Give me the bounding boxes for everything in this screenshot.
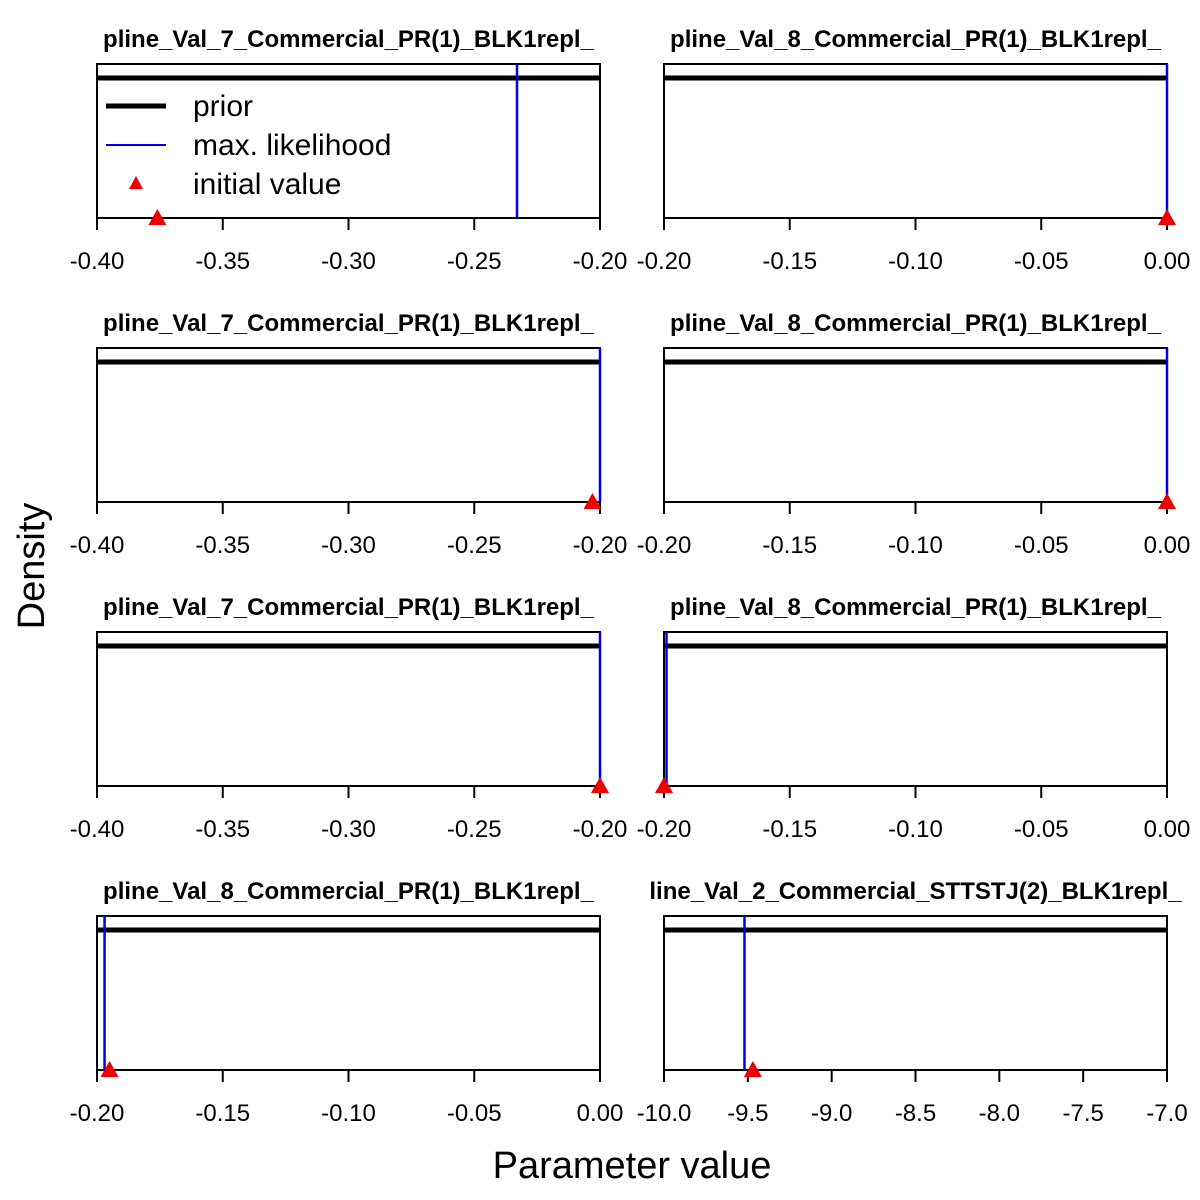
panels: pline_Val_7_Commercial_PR(1)_BLK1repl_ -0… [70,26,1191,1127]
plot-frame [663,347,1168,503]
x-tick-label: -0.05 [1014,248,1069,275]
x-tick-label: -0.40 [70,248,125,275]
x-tick-label: -9.0 [811,1100,852,1127]
x-tick-label: 0.00 [1144,816,1191,843]
panel-title: pline_Val_7_Commercial_PR(1)_BLK1repl_ [103,26,595,53]
x-tick-label: -0.20 [573,248,628,275]
x-tick-label: -9.5 [727,1100,768,1127]
legend-label: initial value [193,168,341,201]
plot-frame [663,63,1168,219]
x-tick-label: -0.20 [70,1100,125,1127]
initial-value-marker [743,1061,762,1077]
legend-item: max. likelihood [106,129,391,162]
plot-frame [663,631,1168,787]
x-tick-label: -0.35 [195,816,250,843]
x-tick-label: -0.20 [573,816,628,843]
x-tick-label: -0.10 [888,816,943,843]
panel-title: pline_Val_8_Commercial_PR(1)_BLK1repl_ [670,26,1162,53]
x-tick-label: -0.05 [447,1100,502,1127]
y-axis-title: Density [11,503,53,630]
panel-title: pline_Val_7_Commercial_PR(1)_BLK1repl_ [103,594,595,621]
x-tick-label: -0.30 [321,816,376,843]
x-tick-label: -0.20 [637,532,692,559]
x-tick-label: -0.30 [321,532,376,559]
initial-value-marker [655,777,673,793]
panel: pline_Val_8_Commercial_PR(1)_BLK1repl_ -0… [70,878,624,1127]
x-tick-label: 0.00 [577,1100,624,1127]
x-tick-label: -0.10 [888,532,943,559]
plot-frame [96,631,601,787]
x-tick-label: -0.15 [195,1100,250,1127]
x-tick-label: -7.0 [1146,1100,1187,1127]
x-tick-label: -0.20 [637,248,692,275]
x-tick-label: -0.05 [1014,816,1069,843]
panel: pline_Val_7_Commercial_PR(1)_BLK1repl_ -0… [70,26,628,275]
initial-value-marker [1158,493,1176,509]
x-tick-label: -0.40 [70,816,125,843]
initial-value-marker [583,493,602,509]
panel-title: pline_Val_8_Commercial_PR(1)_BLK1repl_ [670,594,1162,621]
x-tick-label: -0.10 [888,248,943,275]
x-tick-label: -0.40 [70,532,125,559]
panel: pline_Val_8_Commercial_PR(1)_BLK1repl_ -0… [637,310,1191,559]
x-tick-label: 0.00 [1144,532,1191,559]
panel-title: line_Val_2_Commercial_STTSTJ(2)_BLK1repl… [649,878,1182,905]
panel-title: pline_Val_7_Commercial_PR(1)_BLK1repl_ [103,310,595,337]
plot-frame [663,915,1168,1071]
x-tick-label: -0.25 [447,532,502,559]
panel: line_Val_2_Commercial_STTSTJ(2)_BLK1repl… [637,878,1188,1127]
x-tick-label: 0.00 [1144,248,1191,275]
x-tick-label: -0.35 [195,248,250,275]
panel-title: pline_Val_8_Commercial_PR(1)_BLK1repl_ [670,310,1162,337]
panel: pline_Val_7_Commercial_PR(1)_BLK1repl_ -0… [70,310,628,559]
x-tick-label: -10.0 [637,1100,692,1127]
initial-value-marker [100,1061,119,1077]
x-tick-label: -0.10 [321,1100,376,1127]
x-tick-label: -7.5 [1062,1100,1103,1127]
legend-label: max. likelihood [193,129,391,162]
panel: pline_Val_8_Commercial_PR(1)_BLK1repl_ -0… [637,26,1191,275]
legend-label: prior [193,90,253,123]
plot-frame [96,915,601,1071]
panel: pline_Val_8_Commercial_PR(1)_BLK1repl_ -0… [637,594,1191,843]
x-tick-label: -0.20 [637,816,692,843]
legend: prior max. likelihood initial value [106,90,391,201]
x-tick-label: -0.30 [321,248,376,275]
legend-item: initial value [129,168,341,201]
panel: pline_Val_7_Commercial_PR(1)_BLK1repl_ -0… [70,594,628,843]
x-tick-label: -0.20 [573,532,628,559]
legend-swatch-initial-value [129,176,143,189]
x-tick-label: -8.5 [895,1100,936,1127]
legend-item: prior [106,90,253,123]
x-tick-label: -0.05 [1014,532,1069,559]
initial-value-marker [591,777,609,793]
x-tick-label: -0.15 [762,248,817,275]
x-tick-label: -8.0 [979,1100,1020,1127]
plot-frame [96,347,601,503]
panel-title: pline_Val_8_Commercial_PR(1)_BLK1repl_ [103,878,595,905]
initial-value-marker [1158,209,1176,225]
x-tick-label: -0.15 [762,816,817,843]
x-axis-title: Parameter value [493,1145,772,1187]
x-tick-label: -0.25 [447,816,502,843]
x-tick-label: -0.35 [195,532,250,559]
x-tick-label: -0.25 [447,248,502,275]
initial-value-marker [148,209,167,225]
x-tick-label: -0.15 [762,532,817,559]
